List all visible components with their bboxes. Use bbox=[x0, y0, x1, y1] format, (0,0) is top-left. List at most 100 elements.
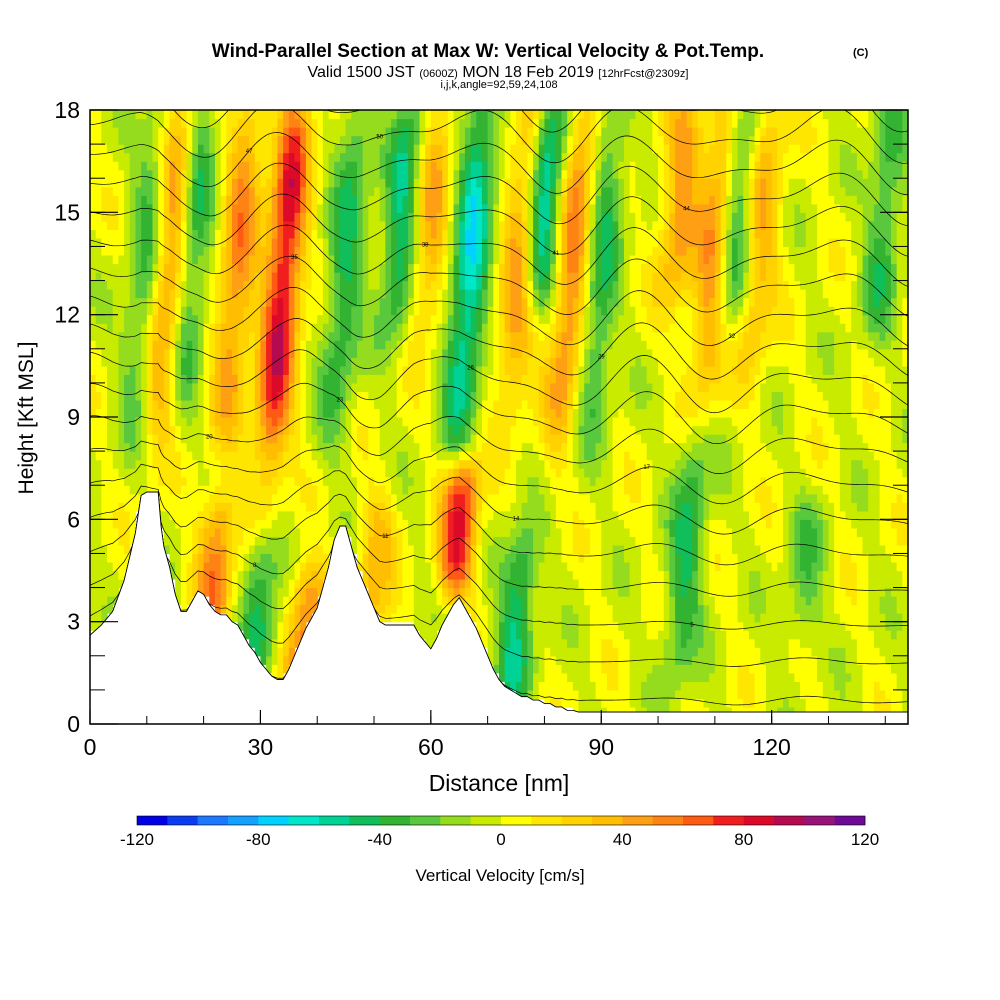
velocity-cell bbox=[391, 493, 398, 503]
velocity-cell bbox=[271, 272, 279, 282]
velocity-cell bbox=[112, 468, 119, 478]
velocity-cell bbox=[374, 280, 381, 290]
velocity-cell bbox=[294, 127, 301, 137]
velocity-cell bbox=[550, 510, 557, 520]
velocity-cell bbox=[311, 604, 318, 614]
velocity-cell bbox=[266, 357, 273, 367]
velocity-cell bbox=[192, 331, 199, 341]
velocity-cell bbox=[396, 229, 404, 239]
velocity-cell bbox=[391, 306, 398, 316]
velocity-cell bbox=[499, 229, 506, 239]
velocity-cell bbox=[186, 229, 193, 239]
velocity-cell bbox=[481, 485, 489, 495]
velocity-cell bbox=[442, 579, 449, 589]
velocity-cell bbox=[107, 442, 114, 452]
velocity-cell bbox=[504, 417, 511, 427]
velocity-cell bbox=[271, 118, 279, 128]
velocity-cell bbox=[124, 502, 131, 512]
velocity-cell bbox=[163, 237, 171, 248]
velocity-cell bbox=[538, 647, 546, 657]
velocity-cell bbox=[510, 544, 517, 555]
velocity-cell bbox=[368, 544, 375, 555]
velocity-cell bbox=[413, 135, 421, 145]
velocity-cell bbox=[186, 459, 193, 469]
velocity-cell bbox=[214, 127, 222, 137]
velocity-cell bbox=[544, 152, 551, 162]
velocity-cell bbox=[385, 587, 392, 597]
velocity-cell bbox=[368, 476, 375, 486]
velocity-cell bbox=[385, 331, 392, 341]
velocity-cell bbox=[169, 365, 176, 375]
velocity-cell bbox=[328, 237, 335, 248]
velocity-cell bbox=[521, 451, 528, 461]
velocity-cell bbox=[322, 442, 330, 452]
velocity-cell bbox=[163, 357, 171, 367]
velocity-cell bbox=[101, 127, 108, 137]
velocity-cell bbox=[538, 229, 546, 239]
velocity-cell bbox=[408, 110, 415, 120]
velocity-cell bbox=[464, 596, 472, 606]
velocity-cell bbox=[510, 195, 517, 205]
velocity-cell bbox=[101, 570, 108, 580]
velocity-cell bbox=[186, 272, 193, 282]
velocity-cell bbox=[453, 161, 460, 171]
velocity-cell bbox=[300, 220, 307, 230]
velocity-cell bbox=[129, 161, 137, 171]
velocity-cell bbox=[459, 570, 466, 580]
velocity-cell bbox=[101, 536, 108, 546]
velocity-cell bbox=[402, 459, 409, 469]
velocity-cell bbox=[413, 289, 421, 299]
velocity-cell bbox=[516, 195, 523, 205]
velocity-cell bbox=[283, 348, 290, 358]
velocity-cell bbox=[112, 314, 119, 324]
velocity-cell bbox=[442, 340, 449, 350]
velocity-cell bbox=[271, 638, 279, 648]
velocity-cell bbox=[391, 434, 398, 444]
velocity-cell bbox=[294, 382, 301, 393]
velocity-cell bbox=[322, 459, 330, 469]
velocity-cell bbox=[141, 314, 148, 324]
velocity-cell bbox=[430, 331, 438, 341]
velocity-cell bbox=[311, 561, 318, 572]
velocity-cell bbox=[192, 417, 199, 427]
velocity-cell bbox=[487, 246, 494, 256]
velocity-cell bbox=[266, 237, 273, 248]
velocity-cell bbox=[550, 689, 557, 700]
velocity-cell bbox=[146, 203, 154, 213]
velocity-cell bbox=[260, 485, 267, 495]
velocity-cell bbox=[209, 144, 216, 154]
velocity-cell bbox=[124, 203, 131, 213]
velocity-cell bbox=[351, 272, 358, 282]
velocity-cell bbox=[203, 536, 210, 546]
velocity-cell bbox=[107, 161, 114, 171]
velocity-cell bbox=[447, 229, 455, 239]
velocity-cell bbox=[476, 314, 483, 324]
velocity-cell bbox=[385, 544, 392, 555]
velocity-cell bbox=[504, 638, 511, 648]
velocity-cell bbox=[175, 553, 182, 563]
velocity-cell bbox=[487, 169, 494, 179]
velocity-cell bbox=[249, 630, 256, 640]
velocity-cell bbox=[516, 544, 523, 555]
velocity-cell bbox=[129, 306, 137, 316]
velocity-cell bbox=[141, 425, 148, 435]
velocity-cell bbox=[402, 178, 409, 188]
velocity-cell bbox=[504, 203, 511, 213]
velocity-cell bbox=[158, 161, 165, 171]
velocity-cell bbox=[305, 425, 313, 435]
velocity-cell bbox=[504, 178, 511, 188]
velocity-cell bbox=[402, 323, 409, 333]
velocity-cell bbox=[550, 561, 557, 572]
velocity-cell bbox=[334, 331, 341, 341]
velocity-cell bbox=[356, 408, 364, 418]
velocity-cell bbox=[419, 340, 426, 350]
velocity-cell bbox=[379, 587, 386, 597]
velocity-cell bbox=[430, 263, 438, 273]
velocity-cell bbox=[118, 579, 125, 589]
velocity-cell bbox=[345, 357, 352, 367]
velocity-cell bbox=[356, 510, 364, 520]
velocity-cell bbox=[385, 451, 392, 461]
velocity-cell bbox=[300, 425, 307, 435]
velocity-cell bbox=[317, 587, 324, 597]
velocity-cell bbox=[197, 348, 205, 358]
